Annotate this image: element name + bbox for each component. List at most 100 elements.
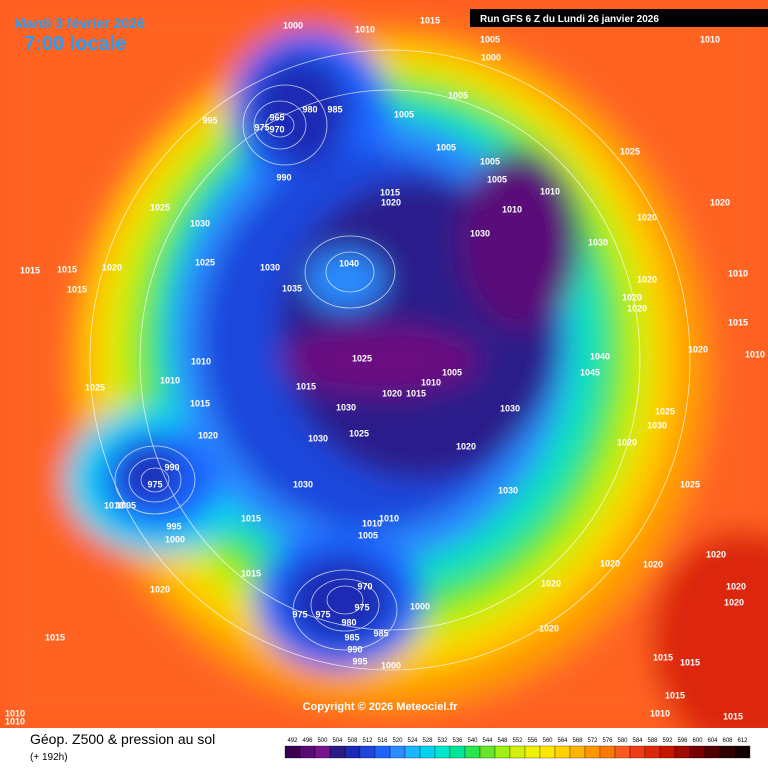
colorbar-swatch: [419, 745, 436, 759]
isobar-label: 1030: [588, 237, 608, 247]
isobar-label: 1025: [195, 257, 215, 267]
colorbar-swatch: [344, 745, 361, 759]
isobar-label: 1020: [381, 197, 401, 207]
colorbar-swatch: [299, 745, 316, 759]
colorbar-label: 496: [302, 738, 313, 744]
colorbar-label: 548: [497, 738, 508, 744]
colorbar-label: 516: [377, 738, 388, 744]
colorbar-swatch: [554, 745, 571, 759]
isobar-label: 1010: [650, 708, 670, 718]
colorbar-label: 564: [557, 738, 568, 744]
isobar-label: 1010: [421, 377, 441, 387]
isobar-label: 1000: [481, 52, 501, 62]
isobar-label: 975: [292, 609, 307, 619]
isobar-label: 1030: [500, 403, 520, 413]
isobar-label: 1020: [541, 578, 561, 588]
isobar-label: 1030: [190, 218, 210, 228]
isobar-label: 1025: [680, 479, 700, 489]
isobar-label: 980: [302, 104, 317, 114]
isobar-label: 995: [202, 115, 217, 125]
isobar-label: 1015: [67, 284, 87, 294]
isobar-label: 1015: [241, 568, 261, 578]
colorbar-label: 608: [722, 738, 733, 744]
isobar-label: 965: [269, 112, 284, 122]
colorbar-swatch: [629, 745, 646, 759]
colorbar-label: 504: [332, 738, 343, 744]
isobar-label: 1015: [680, 657, 700, 667]
isobar-label: 1015: [296, 381, 316, 391]
colorbar-swatch: [704, 745, 721, 759]
isobar-label: 1015: [728, 317, 748, 327]
isobar-label: 1015: [420, 15, 440, 25]
colorbar-swatch: [464, 745, 481, 759]
colorbar-swatch: [374, 745, 391, 759]
isobar-label: 1015: [57, 264, 77, 274]
colorbar-swatch: [359, 745, 376, 759]
colorbar-swatch: [674, 745, 691, 759]
isobar-label: 1000: [381, 660, 401, 670]
run: Run GFS 6 Z du Lundi 26 janvier 2026: [480, 14, 659, 25]
isobar-label: 1020: [622, 292, 642, 302]
isobar-label: 1020: [198, 430, 218, 440]
isobar-label: 1005: [480, 34, 500, 44]
isobar-label: 1020: [706, 549, 726, 559]
isobar-label: 990: [347, 644, 362, 654]
colorbar-label: 596: [677, 738, 688, 744]
isobar-label: 975: [315, 609, 330, 619]
isobar-label: 1015: [20, 265, 40, 275]
isobar-label: 1005: [480, 156, 500, 166]
colorbar-swatch: [434, 745, 451, 759]
isobar-label: 1025: [655, 406, 675, 416]
isobar-label: 1005: [436, 142, 456, 152]
colorbar-swatch: [689, 745, 706, 759]
isobar-label: 1010: [160, 375, 180, 385]
isobar-label: 1010: [502, 204, 522, 214]
colorbar-label: 544: [482, 738, 493, 744]
colorbar-label: 604: [707, 738, 718, 744]
isobar-label: 970: [269, 124, 284, 134]
isobar-label: 1035: [282, 283, 302, 293]
isobar-label: 995: [352, 656, 367, 666]
isobar-label: 1015: [190, 398, 210, 408]
colorbar-swatch: [644, 745, 661, 759]
colorbar-swatch: [329, 745, 346, 759]
isobar-label: 1030: [293, 479, 313, 489]
colorbar-label: 500: [317, 738, 328, 744]
isobar-label: 1015: [653, 652, 673, 662]
colorbar-swatch: [479, 745, 496, 759]
isobar-label: 1000: [165, 534, 185, 544]
colorbar-swatch: [734, 745, 751, 759]
isobar-label: 1005: [442, 367, 462, 377]
isobar-label: 985: [344, 632, 359, 642]
isobar-label: 1020: [637, 274, 657, 284]
isobar-label: 1025: [349, 428, 369, 438]
colorbar-label: 532: [437, 738, 448, 744]
isobar-label: 985: [373, 628, 388, 638]
isobar-label: 1020: [600, 558, 620, 568]
isobar-label: 1020: [724, 597, 744, 607]
isobar-label: 1010: [362, 518, 382, 528]
isobar-label: 990: [276, 172, 291, 182]
colorbar-label: 568: [572, 738, 583, 744]
isobar-label: 1015: [380, 187, 400, 197]
isobar-label: 1005: [448, 90, 468, 100]
isobar-label: 1020: [382, 388, 402, 398]
colorbar-label: 576: [602, 738, 613, 744]
isobar-label: 1025: [85, 382, 105, 392]
run-box: [470, 9, 768, 27]
colorbar-label: 584: [632, 738, 643, 744]
isobar-label: 1000: [410, 601, 430, 611]
colorbar-swatch: [494, 745, 511, 759]
isobar-label: 1030: [470, 228, 490, 238]
colorbar-label: 492: [287, 738, 298, 744]
isobar-label: 1010: [355, 24, 375, 34]
isobar-label: 1010: [191, 356, 211, 366]
isobar-label: 1010: [379, 513, 399, 523]
colorbar: 492 496 500 504 508 512 516 520 524 528 532 536 540 5…: [284, 738, 751, 759]
colorbar-swatch: [524, 745, 541, 759]
isobar-label: 1010: [540, 186, 560, 196]
isobar-label: 1020: [102, 262, 122, 272]
colorbar-label: 552: [512, 738, 523, 744]
isobar-label: 1040: [339, 258, 359, 268]
colorbar-swatch: [584, 745, 601, 759]
